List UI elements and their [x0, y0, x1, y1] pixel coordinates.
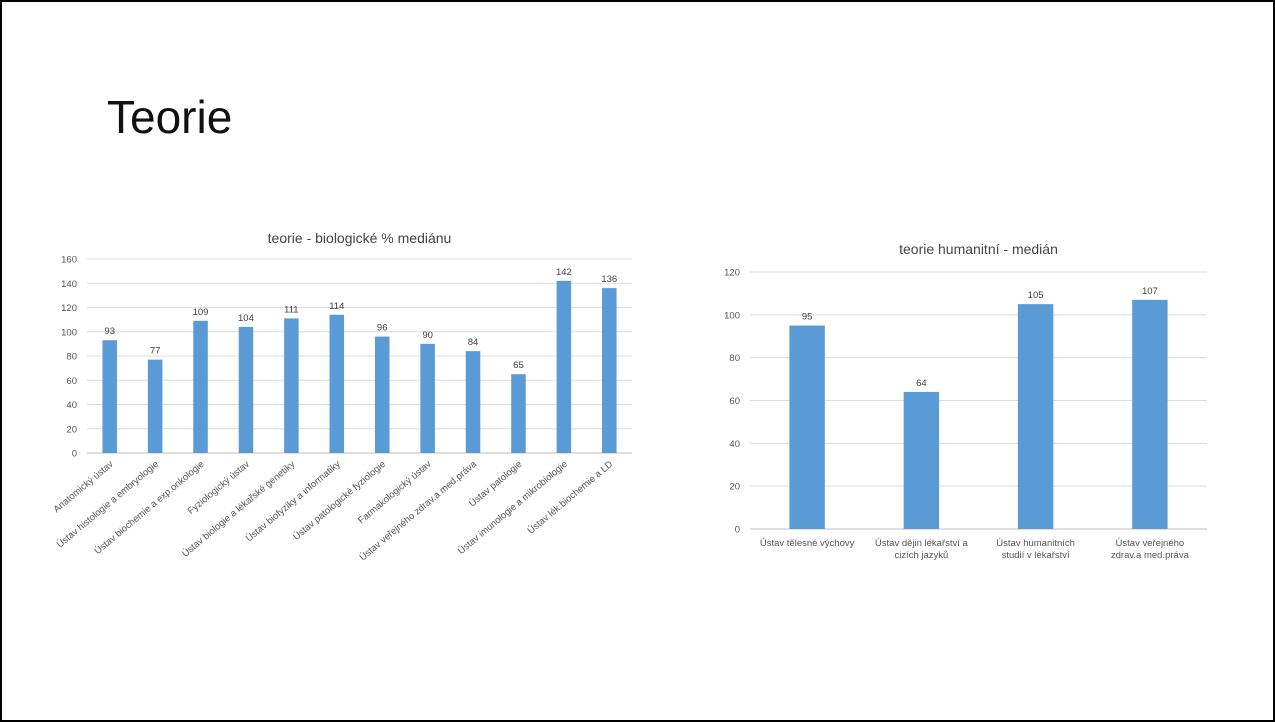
- bar: [465, 351, 481, 453]
- y-tick-label: 100: [724, 310, 740, 321]
- data-label: 65: [513, 360, 524, 371]
- bar: [556, 280, 572, 453]
- y-tick-label: 140: [61, 279, 77, 290]
- bar: [602, 288, 617, 453]
- y-tick-label: 40: [729, 439, 740, 450]
- data-label: 96: [377, 323, 388, 334]
- data-label: 105: [1028, 290, 1044, 301]
- bar: [193, 320, 208, 453]
- chart-title: teorie - biologické % mediánu: [268, 230, 452, 246]
- data-label: 104: [238, 313, 254, 324]
- bar: [789, 325, 825, 529]
- category-label: studií v lékařství: [1002, 550, 1070, 561]
- y-tick-label: 160: [61, 255, 77, 266]
- category-label: zdrav.a med.práva: [1111, 550, 1190, 561]
- category-label: cizích jazyků: [894, 550, 948, 561]
- y-tick-label: 0: [72, 449, 77, 460]
- data-label: 93: [104, 326, 115, 337]
- y-tick-label: 100: [61, 327, 77, 338]
- bar: [329, 314, 345, 453]
- bar: [903, 391, 940, 529]
- y-tick-label: 80: [729, 353, 740, 364]
- chart-title: teorie humanitní - medián: [899, 241, 1058, 257]
- bar: [1132, 299, 1168, 529]
- bar: [284, 318, 299, 453]
- data-label: 77: [150, 346, 161, 357]
- data-label: 64: [916, 378, 927, 389]
- y-tick-label: 120: [61, 303, 77, 314]
- slide-title: Teorie: [107, 91, 233, 143]
- y-tick-label: 120: [724, 268, 740, 279]
- category-label: Ústav tělesné výchovy: [760, 538, 855, 549]
- bar: [102, 340, 117, 453]
- chart-humanitni: teorie humanitní - medián 0 20 40 60 80 100 120…: [724, 241, 1207, 561]
- data-label: 90: [422, 330, 433, 341]
- y-tick-label: 20: [66, 424, 77, 435]
- category-label: Ústav dějin lékařství a: [875, 538, 969, 549]
- category-label: Ústav patologické fyziologie: [291, 459, 388, 543]
- data-label: 142: [556, 267, 572, 278]
- category-label: Ústav veřejného: [1116, 538, 1185, 549]
- data-label: 84: [468, 337, 479, 348]
- y-tick-label: 40: [66, 400, 77, 411]
- bar: [420, 343, 435, 453]
- chart-biologicke: teorie - biologické % mediánu 0 20 40 60 80 10…: [52, 230, 632, 563]
- data-label: 136: [601, 274, 617, 285]
- y-tick-label: 0: [735, 525, 740, 536]
- category-label: Ústav lék.biochemie a LD: [526, 459, 616, 537]
- category-label: Ústav humanitních: [996, 538, 1075, 549]
- bar: [1017, 304, 1054, 529]
- y-tick-label: 60: [729, 396, 740, 407]
- bar: [511, 374, 526, 453]
- bar: [147, 359, 163, 453]
- data-label: 95: [802, 312, 813, 323]
- y-tick-label: 20: [729, 482, 740, 493]
- data-label: 107: [1142, 286, 1158, 297]
- bar: [238, 326, 254, 453]
- data-label: 109: [193, 307, 209, 318]
- y-tick-label: 80: [66, 352, 77, 363]
- data-label: 114: [329, 301, 344, 312]
- data-label: 111: [284, 304, 298, 315]
- y-tick-label: 60: [66, 376, 77, 387]
- bar: [374, 336, 390, 453]
